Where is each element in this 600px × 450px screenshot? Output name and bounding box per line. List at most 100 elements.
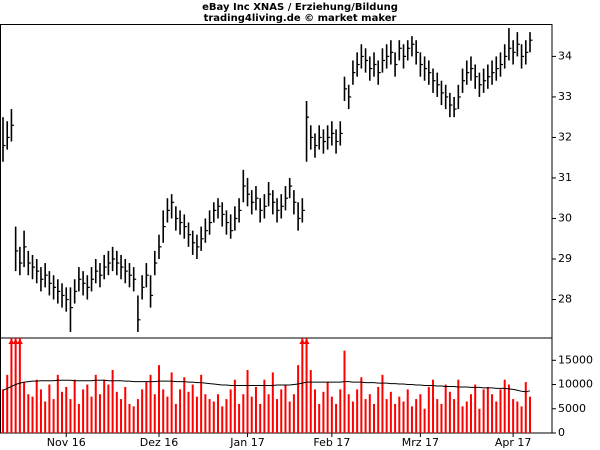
chart-subtitle: trading4living.de © market maker xyxy=(204,13,397,24)
volume-bar xyxy=(242,394,245,433)
volume-bar xyxy=(94,374,97,433)
x-tick-label: Nov 16 xyxy=(47,436,86,449)
volume-bar xyxy=(356,389,359,433)
volume-bar xyxy=(436,399,439,433)
volume-bar xyxy=(410,406,413,433)
volume-bar xyxy=(141,389,144,433)
y-tick-label: 15000 xyxy=(558,353,593,366)
volume-bar xyxy=(406,389,409,433)
volume-bar xyxy=(453,399,456,433)
overflow-arrow xyxy=(12,339,19,344)
volume-bar xyxy=(238,403,241,433)
volume-bar xyxy=(507,384,510,433)
volume-bar xyxy=(301,338,304,433)
volume-bar xyxy=(280,389,283,433)
volume-bar xyxy=(166,396,169,433)
volume-bar xyxy=(457,379,460,433)
volume-bar xyxy=(170,372,173,433)
volume-bar xyxy=(313,389,316,433)
y-tick-label: 29 xyxy=(558,252,572,265)
volume-bar xyxy=(288,401,291,433)
volume-bar xyxy=(18,338,21,433)
volume-bar xyxy=(65,386,68,433)
volume-bar xyxy=(44,401,47,433)
volume-bar xyxy=(187,391,190,433)
volume-bar xyxy=(136,399,139,433)
volume-bar xyxy=(2,389,4,433)
volume-bar xyxy=(377,386,380,433)
volume-bar xyxy=(330,396,333,433)
volume-bar xyxy=(318,403,321,433)
volume-bar xyxy=(204,394,207,433)
volume-bar xyxy=(297,365,300,433)
volume-bar xyxy=(516,401,519,433)
volume-bar xyxy=(419,394,422,433)
volume-bar xyxy=(212,401,215,433)
volume-bar xyxy=(107,384,110,433)
volume-bar xyxy=(77,403,80,433)
volume-bar xyxy=(373,403,376,433)
volume-average xyxy=(2,379,531,393)
volume-bar xyxy=(486,386,489,433)
volume-bar xyxy=(322,391,325,433)
volume-bar xyxy=(103,379,106,433)
volume-bar xyxy=(368,394,371,433)
volume-bar xyxy=(271,372,274,433)
y-tick-label: 28 xyxy=(558,293,572,306)
volume-bar xyxy=(351,401,354,433)
volume-bar xyxy=(427,386,430,433)
volume-bar xyxy=(90,396,93,433)
volume-bar xyxy=(385,399,388,433)
volume-bar xyxy=(225,399,228,433)
volume-bar xyxy=(360,377,363,433)
chart-title: eBay Inc XNAS / Erziehung/Bildung xyxy=(202,2,398,13)
volume-bar xyxy=(145,382,148,433)
volume-bar xyxy=(259,403,262,433)
volume-bar xyxy=(200,374,203,433)
volume-bar xyxy=(149,374,152,433)
volume-bar xyxy=(482,389,485,433)
volume-bar xyxy=(529,396,531,433)
volume-bar xyxy=(124,386,127,433)
volume-bar xyxy=(335,403,338,433)
volume-bar xyxy=(221,406,224,433)
volume-bar xyxy=(217,394,220,433)
volume-bar xyxy=(10,338,13,433)
y-tick-label: 31 xyxy=(558,171,572,184)
volume-bar xyxy=(69,399,72,433)
y-tick-label: 0 xyxy=(558,426,565,439)
overflow-arrow xyxy=(16,339,23,344)
volume-bar xyxy=(115,391,118,433)
volume-bar xyxy=(495,401,498,433)
volume-bar xyxy=(153,394,156,433)
volume-bar xyxy=(183,377,186,433)
x-tick-label: Feb 17 xyxy=(313,436,350,449)
volume-bar xyxy=(128,403,131,433)
volume-bar xyxy=(229,389,232,433)
volume-bar xyxy=(389,391,392,433)
volume-bar xyxy=(520,406,523,433)
y-tick-label: 5000 xyxy=(558,402,586,415)
volume-bar xyxy=(398,396,401,433)
volume-bar xyxy=(465,401,468,433)
volume-bar xyxy=(402,401,405,433)
y-tick-label: 32 xyxy=(558,130,572,143)
volume-bar xyxy=(444,384,447,433)
volume-bar xyxy=(448,391,451,433)
volume-bar xyxy=(179,389,182,433)
overflow-arrow xyxy=(303,339,310,344)
volume-bar xyxy=(364,399,367,433)
volume-bar xyxy=(6,374,9,433)
volume-bar xyxy=(195,396,198,433)
volume-bar xyxy=(233,379,236,433)
volume-bar xyxy=(423,408,426,433)
volume-bar xyxy=(208,399,211,433)
volume-bar xyxy=(394,403,397,433)
volume-bar xyxy=(254,386,257,433)
x-tick-label: Mrz 17 xyxy=(402,436,439,449)
volume-bar xyxy=(162,389,165,433)
volume-bar xyxy=(309,369,312,433)
volume-bar xyxy=(39,389,42,433)
volume-bar xyxy=(120,399,123,433)
